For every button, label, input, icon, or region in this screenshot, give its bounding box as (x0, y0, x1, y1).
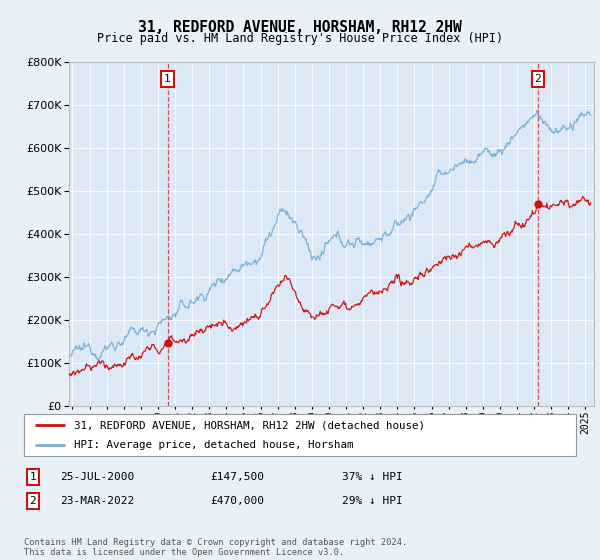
Text: £470,000: £470,000 (210, 496, 264, 506)
Text: 23-MAR-2022: 23-MAR-2022 (60, 496, 134, 506)
Text: 1: 1 (29, 472, 37, 482)
Text: 37% ↓ HPI: 37% ↓ HPI (342, 472, 403, 482)
Text: 1: 1 (164, 74, 171, 84)
Text: 2: 2 (535, 74, 541, 84)
Text: 2: 2 (29, 496, 37, 506)
Text: 31, REDFORD AVENUE, HORSHAM, RH12 2HW (detached house): 31, REDFORD AVENUE, HORSHAM, RH12 2HW (d… (74, 421, 425, 430)
Text: 25-JUL-2000: 25-JUL-2000 (60, 472, 134, 482)
Text: £147,500: £147,500 (210, 472, 264, 482)
Text: HPI: Average price, detached house, Horsham: HPI: Average price, detached house, Hors… (74, 440, 353, 450)
Text: Price paid vs. HM Land Registry's House Price Index (HPI): Price paid vs. HM Land Registry's House … (97, 32, 503, 45)
Text: Contains HM Land Registry data © Crown copyright and database right 2024.
This d: Contains HM Land Registry data © Crown c… (24, 538, 407, 557)
Text: 31, REDFORD AVENUE, HORSHAM, RH12 2HW: 31, REDFORD AVENUE, HORSHAM, RH12 2HW (138, 20, 462, 35)
Text: 29% ↓ HPI: 29% ↓ HPI (342, 496, 403, 506)
